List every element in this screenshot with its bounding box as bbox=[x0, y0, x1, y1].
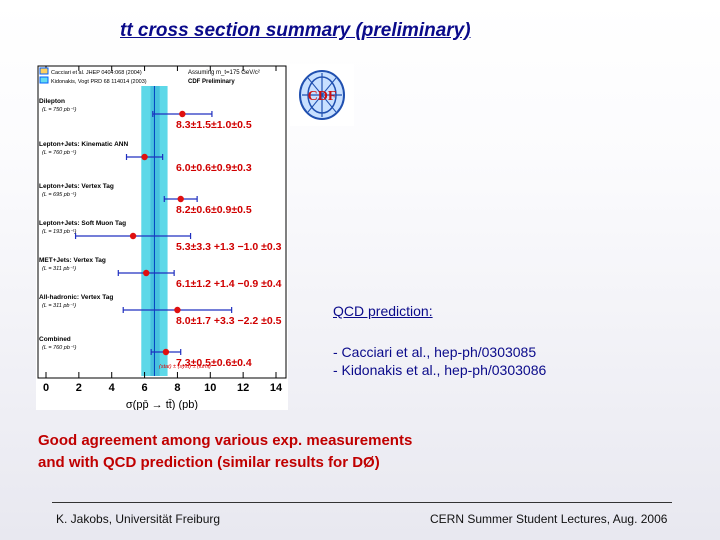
x-tick-label: 2 bbox=[76, 382, 82, 394]
measurement-value-label: 7.3±0.5±0.6±0.4 bbox=[176, 357, 252, 369]
measurement-name: Lepton+Jets: Soft Muon Tag bbox=[39, 220, 126, 227]
measurement-name: Lepton+Jets: Kinematic ANN bbox=[39, 141, 128, 148]
measurement-value-label: 8.2±0.6±0.9±0.5 bbox=[176, 204, 252, 216]
measurement-value-label: 8.3±1.5±1.0±0.5 bbox=[176, 119, 252, 131]
measurement-name: All-hadronic: Vertex Tag bbox=[39, 294, 113, 301]
measurement-lumi: (L = 311 pb⁻¹) bbox=[42, 266, 76, 272]
x-tick-label: 8 bbox=[174, 382, 180, 394]
legend: Cacciari et al. JHEP 0404:068 (2004) Kid… bbox=[39, 67, 260, 85]
x-tick-label: 6 bbox=[142, 382, 148, 394]
theory-band-cacciari bbox=[150, 86, 160, 376]
plot-svg: 0 2 4 6 8 10 12 14 Dilepton (L = 750 pb⁻¹) 8.3±1.… bbox=[37, 65, 287, 410]
conclusion-line-2: and with QCD prediction (similar results… bbox=[38, 454, 380, 471]
legend-kidonakis: Kidonakis, Vogt PRD 68 114014 (2003) bbox=[51, 79, 147, 85]
legend-swatch-kidonakis bbox=[39, 76, 49, 84]
measurement-lumi: (L = 750 pb⁻¹) bbox=[42, 107, 77, 113]
measurement-value-label: 6.0±0.6±0.9±0.3 bbox=[176, 162, 252, 174]
conclusion-line-1: Good agreement among various exp. measur… bbox=[38, 432, 413, 449]
measurement-value-label: 8.0±1.7 +3.3 −2.2 ±0.5 bbox=[176, 315, 282, 327]
measurement-name: Dilepton bbox=[39, 98, 65, 105]
cdf-preliminary-label: CDF Preliminary bbox=[188, 79, 235, 85]
cdf-logo-graphic: CDF bbox=[299, 70, 345, 120]
x-tick-label: 10 bbox=[204, 382, 216, 394]
conclusion-text: Good agreement among various exp. measur… bbox=[38, 430, 412, 474]
measurement-value-label: 5.3±3.3 +1.3 −1.0 ±0.3 bbox=[176, 241, 282, 253]
x-tick-label: 14 bbox=[270, 382, 283, 394]
measurement-name: Lepton+Jets: Vertex Tag bbox=[39, 183, 114, 190]
measurement-lumi: (L = 695 pb⁻¹) bbox=[42, 192, 77, 198]
footer-event: CERN Summer Student Lectures, Aug. 2006 bbox=[430, 512, 668, 526]
x-axis-label: σ(pp̄ → tt̄) (pb) bbox=[126, 399, 198, 410]
measurement-point bbox=[162, 348, 170, 356]
measurement-point bbox=[179, 110, 186, 118]
slide-title: tt cross section summary (preliminary) bbox=[120, 20, 471, 41]
measurement-name: Combined bbox=[39, 336, 71, 343]
qcd-reference-cacciari: - Cacciari et al., hep-ph/0303085 bbox=[333, 344, 537, 360]
measurement-points: Dilepton (L = 750 pb⁻¹) 8.3±1.5±1.0±0.5 Lep… bbox=[39, 98, 282, 369]
measurement-lumi: (L = 760 pb⁻¹) bbox=[42, 150, 77, 156]
x-tick-label: 4 bbox=[109, 382, 116, 394]
syst-note: (stat) ± (syst) ± (lumi) bbox=[159, 364, 211, 370]
footer-divider bbox=[52, 502, 672, 503]
x-tick-label: 12 bbox=[237, 382, 249, 394]
measurement-lumi: (L = 760 pb⁻¹) bbox=[42, 345, 77, 351]
cross-section-plot: 0 2 4 6 8 10 12 14 Dilepton (L = 750 pb⁻¹) 8.3±1.… bbox=[36, 64, 288, 410]
measurement-point bbox=[129, 232, 137, 240]
measurement-point bbox=[141, 153, 148, 161]
x-tick-label: 0 bbox=[43, 382, 49, 394]
qcd-prediction-heading: QCD prediction: bbox=[333, 303, 433, 319]
footer-author: K. Jakobs, Universität Freiburg bbox=[56, 512, 221, 526]
qcd-references: - Cacciari et al., hep-ph/0303085 - Kido… bbox=[333, 343, 546, 379]
legend-swatch-cacciari bbox=[39, 67, 49, 75]
theory-band-group bbox=[141, 86, 168, 376]
measurement-point bbox=[143, 269, 150, 277]
qcd-reference-kidonakis: - Kidonakis et al., hep-ph/0303086 bbox=[333, 362, 547, 378]
measurement-name: MET+Jets: Vertex Tag bbox=[39, 257, 106, 264]
measurement-lumi: (L = 311 pb⁻¹) bbox=[42, 303, 76, 309]
cdf-logo: CDF bbox=[290, 64, 354, 126]
measurement-lumi: (L = 193 pb⁻¹) bbox=[42, 229, 77, 235]
legend-cacciari: Cacciari et al. JHEP 0404:068 (2004) bbox=[51, 70, 142, 76]
measurement-point bbox=[174, 306, 181, 314]
assumption-label: Assuming m_t=175 GeV/c² bbox=[188, 70, 260, 76]
measurement-value-label: 6.1±1.2 +1.4 −0.9 ±0.4 bbox=[176, 278, 282, 290]
measurement-point bbox=[177, 195, 184, 203]
x-axis-ticks: 0 2 4 6 8 10 12 14 bbox=[43, 66, 283, 394]
svg-text:CDF: CDF bbox=[308, 89, 337, 104]
